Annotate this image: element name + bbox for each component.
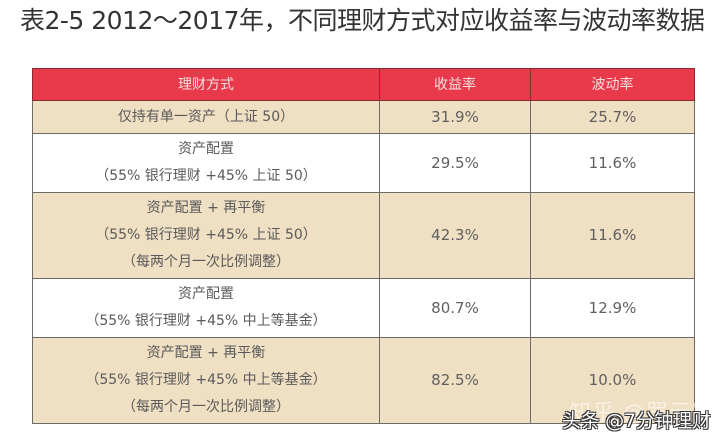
method-line: （55% 银行理财 +45% 中上等基金） [85, 372, 327, 388]
volatility-value: 12.9% [588, 298, 637, 317]
method-line: 资产配置 + 再平衡 [146, 200, 266, 216]
header-volatility: 波动率 [530, 68, 695, 101]
method-line: 资产配置 + 再平衡 [146, 345, 266, 361]
table-row: 资产配置 （55% 银行理财 +45% 中上等基金） 80.7% 12.9% [32, 278, 695, 338]
return-value: 29.5% [431, 153, 479, 172]
header-return: 收益率 [379, 68, 531, 101]
method-cell: 资产配置 + 再平衡 （55% 银行理财 +45% 中上等基金） （每两个月一次… [32, 337, 380, 424]
volatility-cell: 11.6% [530, 192, 695, 279]
return-cell: 80.7% [379, 278, 531, 338]
volatility-value: 11.6% [588, 153, 637, 172]
watermark-zhihu: 知乎 @罗元宵 [569, 401, 715, 426]
volatility-value: 10.0% [588, 371, 637, 389]
method-cell: 资产配置 （55% 银行理财 +45% 中上等基金） [32, 278, 380, 338]
volatility-cell: 25.7% [530, 100, 695, 134]
method-line: （55% 银行理财 +45% 上证 50） [95, 168, 317, 184]
method-line: 资产配置 [178, 286, 234, 302]
return-value: 31.9% [431, 107, 479, 126]
volatility-value: 11.6% [588, 226, 637, 244]
method-line: （每两个月一次比例调整） [122, 254, 290, 270]
page-title: 表2-5 2012～2017年，不同理财方式对应收益率与波动率数据 [20, 6, 705, 35]
return-value: 42.3% [431, 226, 479, 244]
return-cell: 29.5% [379, 133, 531, 193]
table-header-row: 理财方式 收益率 波动率 [32, 68, 695, 101]
return-cell: 82.5% [379, 337, 531, 424]
volatility-cell: 12.9% [530, 278, 695, 338]
method-cell: 仅持有单一资产（上证 50） [32, 100, 380, 134]
volatility-cell: 11.6% [530, 133, 695, 193]
return-value: 82.5% [431, 371, 479, 389]
table-row: 资产配置 + 再平衡 （55% 银行理财 +45% 中上等基金） （每两个月一次… [32, 337, 695, 424]
method-cell: 资产配置 （55% 银行理财 +45% 上证 50） [32, 133, 380, 193]
header-method: 理财方式 [32, 68, 380, 101]
volatility-value: 25.7% [588, 107, 637, 126]
method-line: （55% 银行理财 +45% 上证 50） [95, 227, 317, 243]
method-line: （每两个月一次比例调整） [122, 399, 290, 415]
return-cell: 31.9% [379, 100, 531, 134]
table-row: 资产配置 （55% 银行理财 +45% 上证 50） 29.5% 11.6% [32, 133, 695, 193]
volatility-cell: 10.0% [530, 337, 695, 424]
table-row: 仅持有单一资产（上证 50） 31.9% 25.7% [32, 100, 695, 134]
returns-volatility-table: 理财方式 收益率 波动率 仅持有单一资产（上证 50） 31.9% 25.7% … [32, 68, 695, 424]
return-value: 80.7% [431, 298, 479, 317]
return-cell: 42.3% [379, 192, 531, 279]
method-cell: 资产配置 + 再平衡 （55% 银行理财 +45% 上证 50） （每两个月一次… [32, 192, 380, 279]
table-row: 资产配置 + 再平衡 （55% 银行理财 +45% 上证 50） （每两个月一次… [32, 192, 695, 279]
method-line: 资产配置 [178, 141, 234, 157]
watermark-toutiao: 头条 @7分钟理财 [562, 410, 711, 432]
method-line: （55% 银行理财 +45% 中上等基金） [85, 313, 327, 329]
method-line: 仅持有单一资产（上证 50） [117, 108, 295, 125]
